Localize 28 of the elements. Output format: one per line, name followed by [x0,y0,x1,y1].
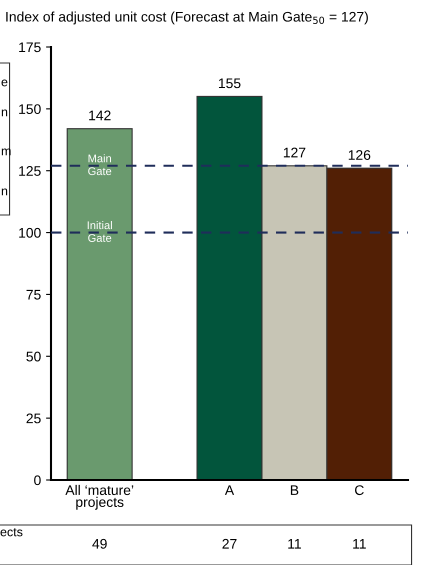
y-tick-label: 75 [26,290,41,300]
y-tick-label: 100 [19,228,41,238]
y-tick-label: 0 [34,475,41,486]
data-label: 155 [218,78,241,88]
x-tick-label: All ‘mature’ projects [65,484,134,510]
x-tick-label: B [290,485,298,495]
chart-title: Index of adjusted unit cost (Forecast at Main Gate$_{50}$ = 127) [6,11,368,24]
data-label: 142 [89,110,111,120]
text: 11 [353,539,366,549]
text: 11 [288,539,301,549]
y-tick-label: 125 [19,166,41,176]
text: e [2,80,8,86]
y-tick-label: 175 [19,42,41,52]
bar [66,128,133,480]
text: n [2,188,8,196]
text: 49 [92,538,107,549]
y-tick-label: 50 [26,352,41,362]
x-tick-label: A [224,485,234,495]
data-label: 127 [284,148,306,158]
y-tick-label: 150 [19,104,41,114]
text: 27 [222,538,237,549]
text: n [2,110,8,116]
ref-line-label: Initial Gate [88,221,112,242]
x-tick-label: C [355,485,364,496]
ref-line-label: Main Gate [88,154,112,176]
text: ects [0,528,22,536]
y-tick-label: 25 [26,413,41,424]
data-label: 126 [348,150,370,160]
